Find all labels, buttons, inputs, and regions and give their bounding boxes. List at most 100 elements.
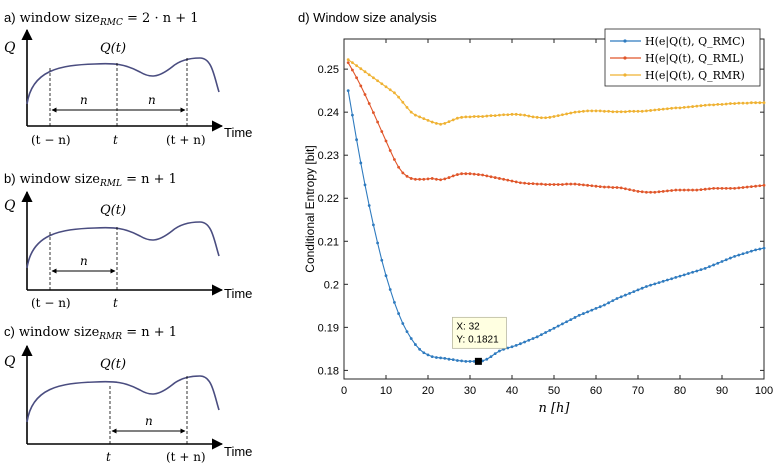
- data-point: [435, 177, 438, 181]
- data-point: [682, 188, 686, 192]
- data-point: [636, 109, 640, 113]
- data-point: [439, 356, 442, 360]
- data-point: [447, 357, 451, 361]
- data-point: [615, 186, 619, 189]
- data-point: [464, 115, 468, 119]
- data-point: [598, 109, 602, 113]
- data-point: [485, 114, 489, 118]
- data-point: [632, 189, 636, 192]
- panel-c-curve-label: Q(t): [100, 357, 126, 372]
- data-point: [741, 186, 745, 189]
- data-point: [611, 110, 615, 114]
- data-point: [405, 106, 409, 109]
- data-point: [481, 173, 484, 177]
- data-point: [619, 110, 623, 114]
- panel-c-curve: [26, 375, 220, 423]
- legend-entry: H(e|Q(t), Q_RML): [610, 52, 744, 66]
- data-point: [762, 246, 766, 250]
- data-point: [724, 258, 728, 262]
- panel-a-prefix: a): [4, 10, 16, 25]
- data-point: [649, 283, 652, 287]
- data-point: [729, 102, 732, 105]
- data-point: [506, 178, 510, 182]
- data-point: [430, 177, 434, 180]
- series-line: [347, 90, 765, 362]
- data-point: [447, 120, 451, 124]
- data-point: [661, 279, 665, 283]
- data-point: [544, 116, 547, 120]
- data-point: [460, 172, 463, 176]
- data-point: [544, 183, 547, 186]
- data-point: [712, 263, 715, 267]
- data-point: [737, 253, 741, 257]
- data-point: [426, 118, 430, 122]
- data-point: [653, 108, 657, 112]
- data-point: [678, 188, 682, 192]
- legend-marker: [623, 39, 627, 43]
- data-point: [519, 181, 522, 185]
- data-point: [523, 181, 526, 185]
- data-point: [376, 241, 379, 245]
- data-point: [418, 115, 421, 119]
- data-point: [569, 182, 573, 186]
- data-point: [418, 177, 421, 181]
- data-point: [624, 187, 627, 191]
- data-point: [640, 190, 644, 194]
- data-point: [598, 305, 602, 309]
- y-tick-label: 0.21: [318, 236, 339, 248]
- data-point: [552, 326, 556, 330]
- data-point: [603, 109, 606, 113]
- data-point: [498, 177, 501, 180]
- data-point: [687, 105, 690, 109]
- data-point: [451, 174, 455, 178]
- data-point: [443, 121, 447, 125]
- data-point: [670, 189, 673, 192]
- data-point: [607, 109, 610, 113]
- x-tick-label: 100: [755, 385, 773, 397]
- data-point: [514, 344, 518, 347]
- data-point: [464, 172, 468, 176]
- data-point: [468, 359, 472, 363]
- x-tick-label: 90: [716, 385, 728, 397]
- data-point: [498, 349, 501, 353]
- data-point: [548, 115, 552, 119]
- data-point: [632, 290, 636, 294]
- panel-b-y-label: Q: [4, 198, 16, 214]
- data-point: [724, 186, 728, 190]
- data-point: [712, 103, 715, 107]
- data-point: [359, 161, 363, 165]
- data-point: [363, 93, 367, 96]
- data-point: [506, 113, 510, 117]
- data-point: [556, 183, 560, 186]
- data-point: [363, 70, 367, 74]
- datatip-box: [451, 316, 507, 349]
- series-line: [347, 62, 765, 193]
- data-point: [699, 188, 703, 192]
- data-point: [540, 116, 543, 120]
- legend-entry: H(e|Q(t), Q_RMC): [610, 35, 745, 49]
- data-point: [678, 106, 682, 110]
- data-point: [527, 338, 531, 342]
- data-point: [590, 184, 594, 188]
- datatip-marker[interactable]: [474, 357, 482, 365]
- data-point: [720, 103, 724, 106]
- panel-c-prefix: c): [4, 324, 15, 339]
- data-point: [519, 113, 522, 117]
- panel-a-span-label-left: n: [80, 93, 88, 107]
- y-axis-label: Conditional Entropy [bit]: [303, 145, 317, 272]
- y-tick-label: 0.25: [318, 64, 339, 76]
- data-point: [569, 111, 573, 115]
- data-point: [372, 76, 375, 80]
- data-point: [695, 104, 699, 108]
- panel-c-tick-right: (t + n): [166, 450, 206, 464]
- data-point: [586, 183, 589, 187]
- data-point: [397, 95, 400, 99]
- data-point: [489, 175, 493, 179]
- data-point: [687, 188, 690, 192]
- data-point: [527, 114, 531, 118]
- data-point: [737, 186, 741, 190]
- data-point: [430, 120, 434, 124]
- data-point: [552, 183, 556, 186]
- data-point: [649, 109, 652, 112]
- data-point: [695, 188, 699, 192]
